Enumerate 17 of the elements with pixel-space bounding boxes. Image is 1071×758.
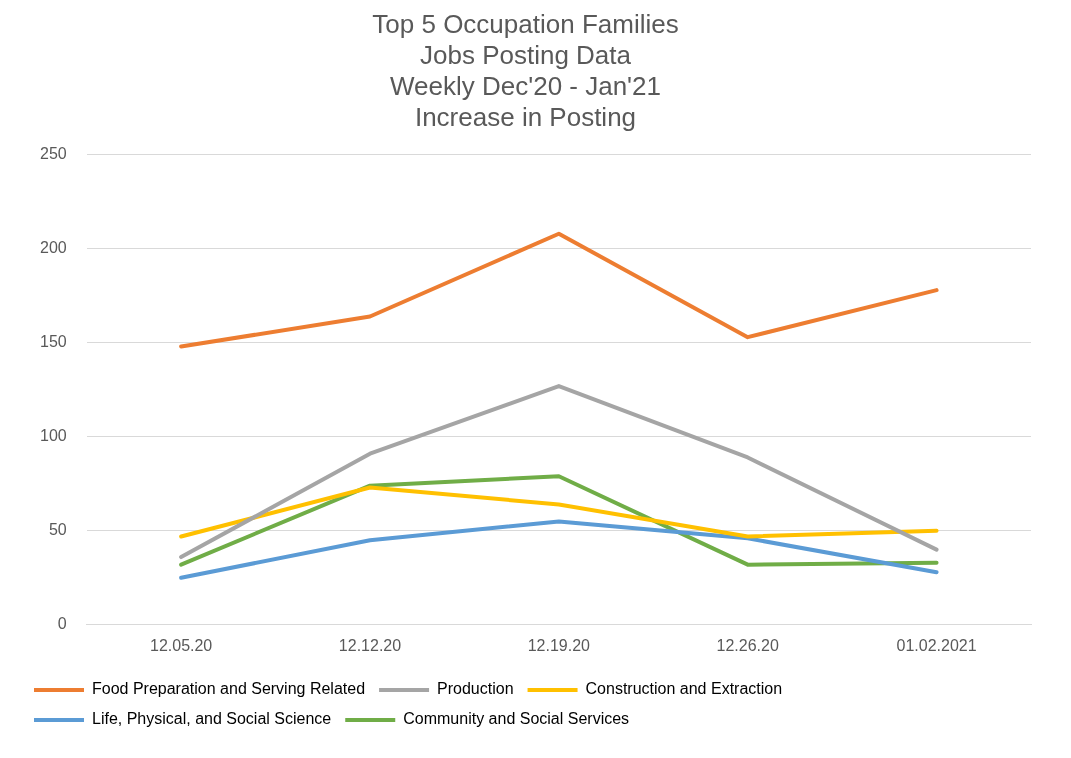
legend-label: Production <box>437 680 514 698</box>
x-tick-label: 12.12.20 <box>338 636 402 654</box>
x-tick-label: 01.02.2021 <box>896 636 977 654</box>
y-tick-label: 50 <box>48 521 67 539</box>
y-tick-label: 250 <box>39 145 67 163</box>
x-tick-label: 12.05.20 <box>149 636 213 654</box>
y-tick-label: 200 <box>39 239 67 257</box>
legend-label: Food Preparation and Serving Related <box>92 680 366 698</box>
x-tick-label: 12.19.20 <box>527 636 591 654</box>
y-tick-label: 100 <box>39 427 67 445</box>
legend-label: Construction and Extraction <box>585 680 783 698</box>
y-tick-label: 150 <box>39 333 67 351</box>
y-tick-label: 0 <box>57 615 67 633</box>
legend-label: Community and Social Services <box>403 710 630 728</box>
x-tick-label: 12.26.20 <box>716 636 779 654</box>
chart-title: Top 5 Occupation Families Jobs Posting Data Weekly Dec'20 - Jan'21 Increase in Posting <box>372 8 679 133</box>
legend-label: Life, Physical, and Social Science <box>92 710 332 728</box>
